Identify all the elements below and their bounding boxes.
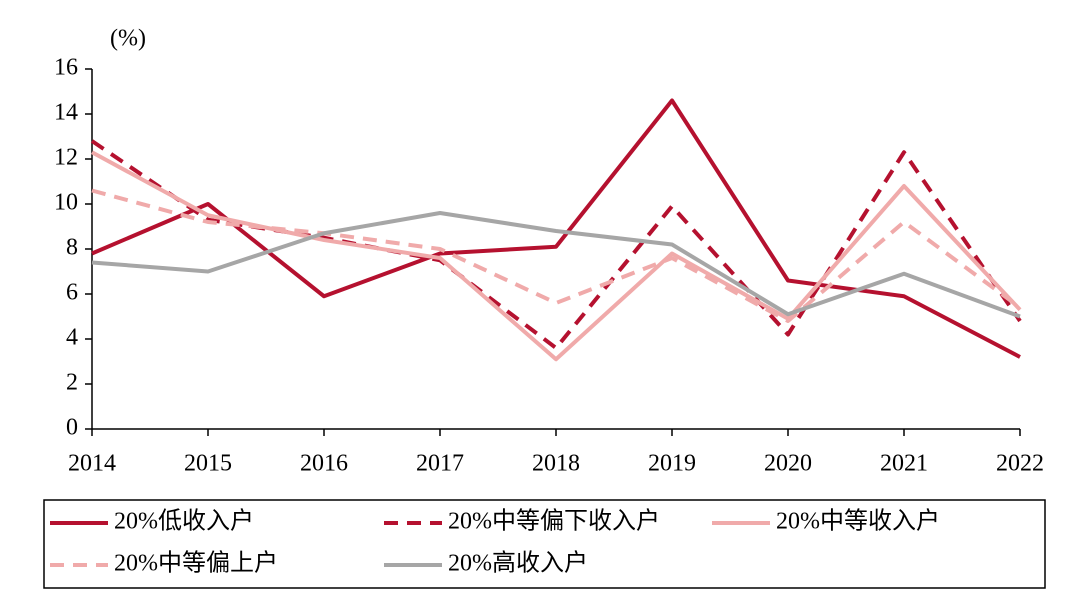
legend-box bbox=[43, 499, 1046, 589]
series-line bbox=[91, 98, 1021, 359]
y-tick-label: 6 bbox=[66, 280, 78, 306]
y-tick-label: 8 bbox=[66, 235, 78, 261]
x-tick-label: 2019 bbox=[648, 451, 696, 477]
y-tick-label: 2 bbox=[66, 370, 78, 396]
y-tick-label: 4 bbox=[66, 325, 78, 351]
legend-label: 20%中等收入户 bbox=[776, 508, 940, 535]
x-tick-label: 2022 bbox=[996, 451, 1044, 477]
x-tick-label: 2015 bbox=[184, 451, 232, 477]
y-tick-label: 16 bbox=[54, 55, 78, 81]
x-tick-label: 2020 bbox=[764, 451, 812, 477]
series-line bbox=[90, 139, 1022, 350]
legend-label: 20%低收入户 bbox=[114, 508, 254, 535]
y-tick-label: 0 bbox=[66, 415, 78, 441]
series-line bbox=[91, 211, 1021, 319]
series-line bbox=[91, 150, 1022, 362]
y-tick-label: 12 bbox=[54, 145, 78, 171]
series-line bbox=[91, 188, 1022, 323]
legend-label: 20%中等偏上户 bbox=[114, 550, 278, 577]
x-tick-label: 2017 bbox=[416, 451, 464, 477]
x-tick-label: 2016 bbox=[300, 451, 348, 477]
legend-label: 20%中等偏下收入户 bbox=[448, 508, 660, 535]
y-tick-label: 14 bbox=[54, 100, 78, 126]
x-tick-label: 2021 bbox=[880, 451, 928, 477]
y-tick-label: 10 bbox=[54, 190, 78, 216]
y-axis-unit: (%) bbox=[110, 26, 146, 52]
x-tick-label: 2014 bbox=[68, 451, 116, 477]
legend-label: 20%高收入户 bbox=[448, 550, 588, 577]
x-tick-label: 2018 bbox=[532, 451, 580, 477]
